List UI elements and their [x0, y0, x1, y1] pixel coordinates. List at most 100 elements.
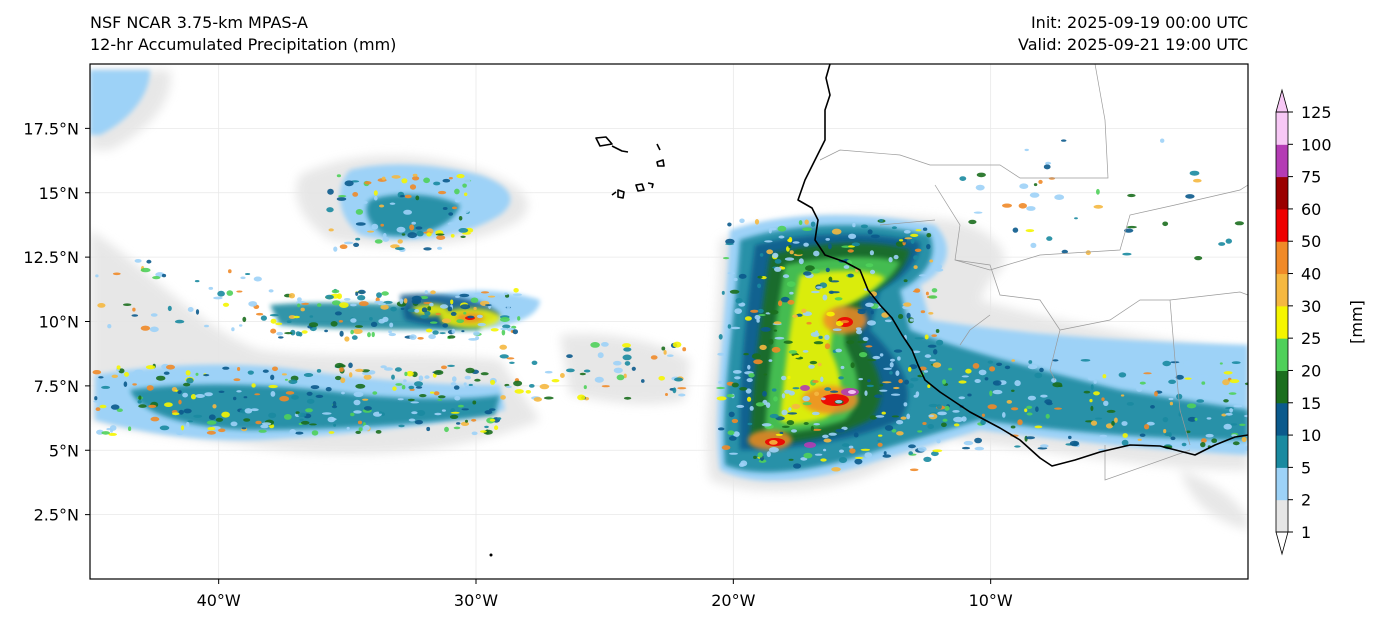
field-title: 12-hr Accumulated Precipitation (mm)	[90, 35, 397, 54]
precip-cell	[193, 414, 203, 418]
precip-cell	[867, 379, 871, 383]
precip-cell	[352, 192, 359, 197]
precip-cell	[814, 391, 820, 396]
precip-cell	[450, 299, 454, 305]
precip-cell	[355, 325, 363, 328]
precip-cell	[430, 290, 436, 295]
precip-cell	[450, 178, 461, 185]
precip-cell	[434, 412, 442, 416]
precip-cell	[900, 416, 907, 420]
precip-cell	[908, 444, 916, 449]
precip-cell	[909, 318, 914, 322]
precip-cell	[435, 233, 445, 236]
precip-cell	[1185, 194, 1195, 199]
precip-cell	[463, 311, 467, 315]
precip-cell	[1239, 423, 1246, 426]
precip-cell	[780, 296, 790, 303]
precip-cell	[449, 414, 459, 419]
precip-cell	[331, 300, 341, 306]
colorbar-tick-label: 30	[1301, 297, 1321, 316]
precip-cell	[1090, 420, 1098, 426]
precip-cell	[850, 362, 855, 369]
precip-cell	[803, 452, 813, 459]
precip-cell	[1074, 217, 1078, 220]
precip-cell	[156, 375, 166, 381]
precip-cell	[1193, 178, 1202, 183]
precip-cell	[451, 328, 456, 334]
precip-cell	[1183, 360, 1192, 367]
precip-cell	[1025, 436, 1035, 440]
precip-cell	[1090, 405, 1094, 412]
precip-cell	[838, 457, 848, 463]
precip-cell	[529, 384, 535, 388]
precip-cell	[1229, 379, 1240, 384]
precip-cell	[1241, 436, 1247, 442]
precip-cell	[433, 181, 441, 186]
precip-cell	[665, 393, 668, 396]
precip-cell	[533, 397, 542, 402]
precip-cell	[734, 376, 741, 380]
precip-cell	[624, 361, 631, 366]
precip-cell	[473, 331, 480, 336]
precip-cell	[1244, 382, 1248, 386]
precip-cell	[151, 420, 155, 426]
precip-cell	[374, 239, 383, 244]
precip-cell	[867, 320, 876, 326]
precip-cell	[187, 307, 194, 312]
precip-cell	[1187, 416, 1197, 422]
precip-cell	[769, 440, 778, 445]
precip-cell	[310, 385, 320, 390]
precip-cell	[450, 311, 457, 316]
precip-cell	[261, 422, 272, 426]
precip-cell	[500, 327, 508, 331]
precip-cell	[1017, 419, 1023, 426]
colorbar-tick-label: 2	[1301, 491, 1311, 510]
precip-cell	[881, 411, 886, 415]
precip-cell	[355, 368, 364, 372]
precip-cell	[461, 408, 470, 411]
precip-cell	[182, 392, 189, 398]
precip-cell	[1181, 442, 1187, 447]
precip-cell	[1221, 413, 1227, 417]
precip-cell	[166, 364, 175, 370]
precip-cell	[803, 422, 809, 425]
precip-cell	[316, 369, 322, 373]
precip-cell	[415, 386, 423, 389]
precip-cell	[291, 395, 299, 400]
precip-cell	[353, 391, 364, 397]
precip-cell	[305, 408, 313, 413]
precip-cell	[857, 340, 868, 344]
precip-cell	[851, 242, 861, 247]
precip-cell	[332, 401, 337, 407]
lat-label-17-5: 17.5°N	[23, 119, 79, 138]
precip-cell	[150, 313, 158, 317]
precip-cell	[222, 366, 230, 370]
precip-cell	[1122, 433, 1128, 438]
colorbar-tick-label: 60	[1301, 200, 1321, 219]
precip-cell	[811, 411, 820, 416]
precip-cell	[1232, 441, 1240, 446]
precip-cell	[788, 350, 797, 354]
precip-cell	[1143, 372, 1152, 375]
precip-cell	[781, 375, 787, 381]
precip-cell	[531, 360, 538, 365]
precip-cell	[333, 423, 337, 427]
precip-cell	[860, 448, 871, 451]
colorbar-tick-label: 25	[1301, 329, 1321, 348]
precip-cell	[810, 221, 816, 227]
precip-cell	[110, 429, 113, 433]
precip-cell	[812, 269, 821, 274]
precip-cell	[336, 174, 341, 178]
precip-cell	[915, 229, 922, 232]
precip-cell	[1011, 359, 1015, 362]
precip-cell	[778, 300, 783, 307]
precip-cell	[463, 178, 471, 184]
precip-cell	[917, 430, 923, 433]
precip-cell	[865, 263, 874, 268]
precip-cell	[397, 398, 404, 401]
precip-cell	[898, 314, 904, 319]
precip-cell	[296, 301, 306, 304]
precip-cell	[923, 370, 929, 373]
precip-cell	[791, 429, 797, 433]
precip-cell	[350, 303, 357, 307]
